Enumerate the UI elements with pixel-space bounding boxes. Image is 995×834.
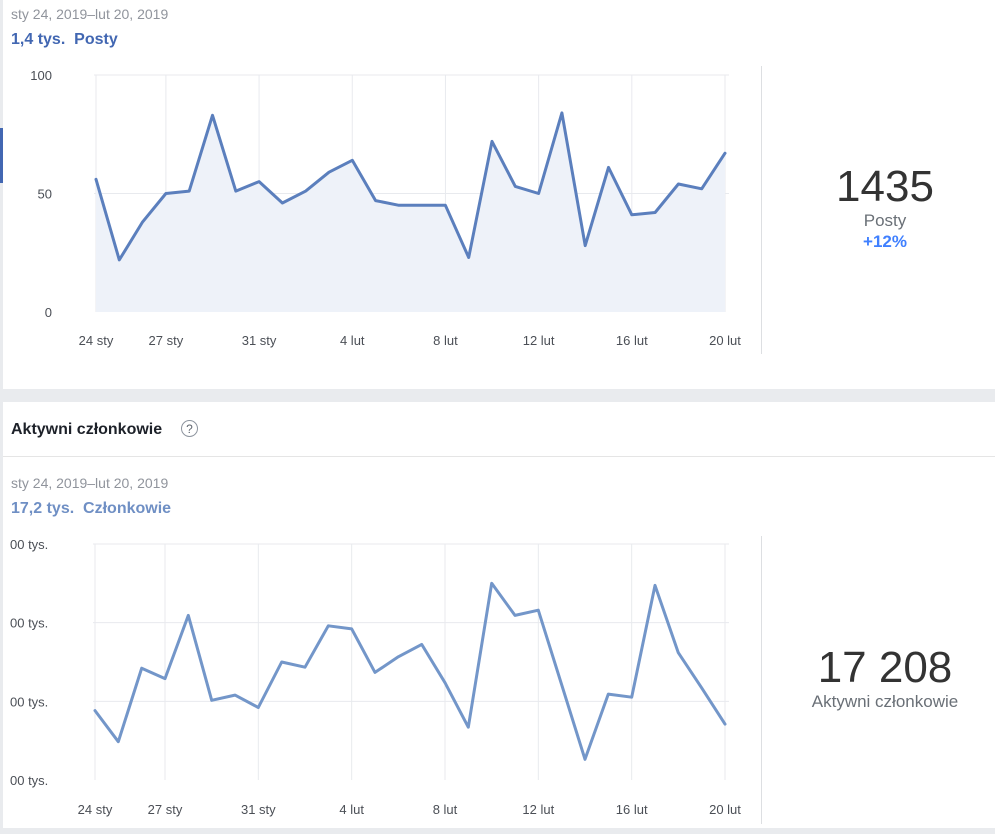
posts-panel: sty 24, 2019–lut 20, 2019 1,4 tys. Posty… xyxy=(3,0,995,389)
x-tick-label: 31 sty xyxy=(241,802,276,817)
posts-total-value: 1435 xyxy=(836,162,934,211)
posts-change-badge: +12% xyxy=(863,232,907,251)
x-tick-label: 20 lut xyxy=(709,802,741,817)
y-tick-label: 0 xyxy=(45,305,52,320)
members-total-value: 17 208 xyxy=(817,643,953,692)
posts-summary: 1,4 tys. Posty xyxy=(11,31,118,49)
posts-total-label: Posty xyxy=(863,211,907,230)
active-members-panel: Aktywni członkowie ? sty 24, 2019–lut 20… xyxy=(3,402,995,828)
y-tick-label: 00 tys. xyxy=(10,616,48,631)
series-area xyxy=(96,112,725,313)
x-tick-label: 8 lut xyxy=(433,333,458,348)
section-title: Aktywni członkowie xyxy=(11,421,163,438)
x-tick-label: 20 lut xyxy=(709,333,741,348)
x-tick-label: 8 lut xyxy=(433,802,458,817)
members-summary-value: 17,2 tys. xyxy=(11,500,75,517)
members-chart: 00 tys. 00 tys. 00 tys. 00 tys. 24 sty 27 sty… xyxy=(10,537,741,817)
x-tick-label: 31 sty xyxy=(242,333,277,348)
y-tick-label: 00 tys. xyxy=(10,537,48,552)
chart-divider xyxy=(761,536,762,824)
x-tick-label: 12 lut xyxy=(523,333,555,348)
members-summary: 17,2 tys. Członkowie xyxy=(11,500,171,518)
y-tick-label: 00 tys. xyxy=(10,694,48,709)
x-tick-label: 24 sty xyxy=(79,333,114,348)
x-tick-label: 4 lut xyxy=(339,802,364,817)
active-indicator xyxy=(0,128,3,183)
x-tick-label: 4 lut xyxy=(340,333,365,348)
question-mark-circle-icon[interactable]: ? xyxy=(181,420,198,437)
chart-divider xyxy=(761,66,762,354)
posts-date-range: sty 24, 2019–lut 20, 2019 xyxy=(11,6,169,22)
posts-summary-label: Posty xyxy=(74,31,118,48)
x-tick-label: 27 sty xyxy=(148,802,183,817)
section-header: Aktywni członkowie ? xyxy=(3,402,995,457)
members-date-range: sty 24, 2019–lut 20, 2019 xyxy=(11,475,169,491)
y-tick-label: 50 xyxy=(38,187,52,202)
posts-chart: 0 50 100 24 sty 27 sty 31 sty 4 lut 8 lut 12 lut… xyxy=(30,68,741,348)
posts-summary-value: 1,4 tys. xyxy=(11,31,66,48)
x-tick-label: 24 sty xyxy=(78,802,113,817)
y-tick-label: 00 tys. xyxy=(10,773,48,788)
y-tick-label: 100 xyxy=(30,68,52,83)
x-tick-label: 16 lut xyxy=(616,802,648,817)
members-total-label: Aktywni członkowie xyxy=(811,692,959,711)
members-stat: 17 208 Aktywni członkowie xyxy=(785,644,985,712)
posts-stat: 1435 Posty +12% xyxy=(785,163,985,253)
x-tick-label: 16 lut xyxy=(616,333,648,348)
series-line xyxy=(93,581,727,761)
x-tick-label: 12 lut xyxy=(522,802,554,817)
x-tick-label: 27 sty xyxy=(149,333,184,348)
members-summary-label: Członkowie xyxy=(83,500,172,517)
series-line xyxy=(94,111,727,262)
